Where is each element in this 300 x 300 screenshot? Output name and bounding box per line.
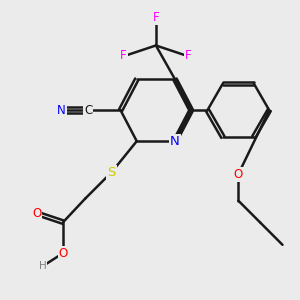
Text: N: N — [170, 135, 180, 148]
Text: O: O — [32, 207, 41, 220]
Text: C: C — [84, 104, 92, 117]
Text: O: O — [234, 168, 243, 181]
Text: N: N — [57, 104, 66, 117]
Text: F: F — [153, 11, 159, 24]
Text: S: S — [107, 166, 116, 178]
Text: F: F — [120, 49, 127, 62]
Text: F: F — [185, 49, 192, 62]
Text: O: O — [58, 247, 68, 260]
Text: H: H — [39, 261, 46, 271]
